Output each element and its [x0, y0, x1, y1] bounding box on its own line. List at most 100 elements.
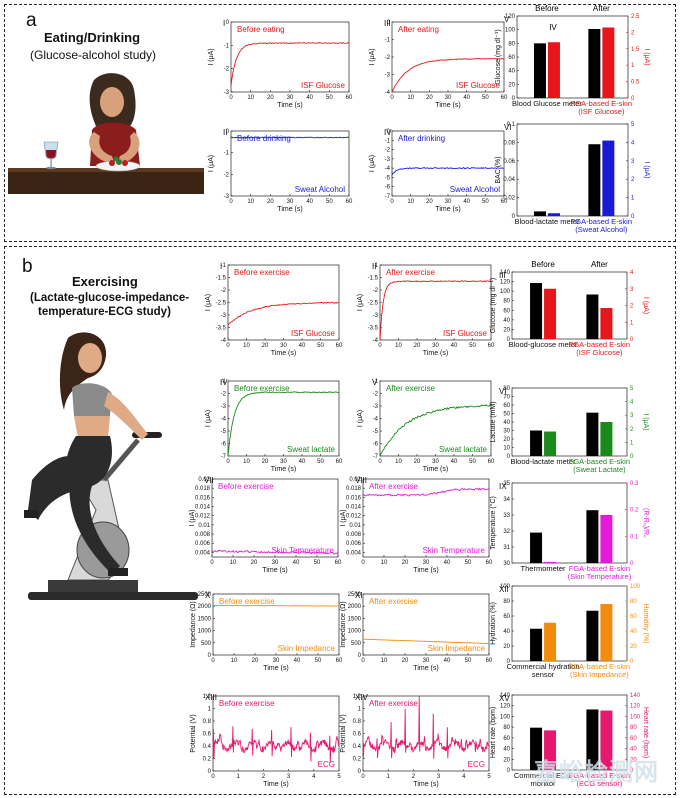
y-tick-label: -3	[224, 194, 230, 200]
annotation-label: After drinking	[398, 134, 445, 143]
x-tick-label: 60	[336, 343, 343, 349]
right-tick-label: 0	[630, 561, 634, 567]
y-tick-label: 0	[358, 653, 362, 659]
y-tick-label: -2	[373, 392, 379, 398]
y-tick-label: 1.2	[353, 694, 362, 700]
left-tick-label: 30	[503, 561, 510, 567]
left-tick-label: 40	[503, 420, 510, 426]
panel-b-subtitle-line2: temperature-ECG study)	[38, 306, 171, 318]
annotation-label: After exercise	[369, 482, 418, 491]
right-tick-label: 40	[630, 747, 637, 753]
x-tick-label: 20	[262, 459, 269, 465]
category-label: FGA-based E-skin	[571, 99, 632, 108]
series-label: Skin Impedance	[278, 644, 336, 653]
x-tick-label: 0	[361, 658, 365, 664]
y-tick-label: -1	[221, 263, 227, 269]
left-tick-label: 0.1	[507, 122, 516, 128]
x-tick-label: 0	[361, 774, 365, 780]
annotation-label: Before exercise	[219, 597, 275, 606]
annotation-label: Before exercise	[234, 384, 290, 393]
y-tick-label: -2	[385, 55, 391, 61]
series-line	[211, 549, 339, 555]
x-tick-label: 30	[287, 199, 294, 205]
y-axis-label: Impedance (Ω)	[340, 601, 347, 647]
x-tick-label: 0	[378, 343, 382, 349]
right-tick-label: 0	[631, 214, 635, 220]
right-axis-label: Humidity (%)	[642, 603, 649, 643]
y-tick-label: -1.5	[368, 276, 379, 282]
group-label-before: Before	[531, 260, 555, 269]
left-tick-label: 40	[503, 747, 510, 753]
panel-b-title: Exercising	[72, 274, 138, 289]
bar-reference	[588, 144, 601, 216]
series-line	[230, 136, 350, 139]
x-tick-label: 50	[482, 95, 489, 101]
x-tick-label: 40	[299, 459, 306, 465]
chart-b-I: 0 10 20 30 40 50 60 -1 -1.5 -2 -2.5 -3 -3.5 -4 Time (s…	[205, 262, 343, 357]
series-label: ECG	[468, 760, 485, 769]
x-axis-label: Time (s)	[413, 665, 438, 672]
x-tick-label: 50	[317, 343, 324, 349]
y-tick-label: -4	[373, 338, 379, 344]
y-tick-label: 0.006	[346, 541, 362, 547]
left-tick-label: 20	[503, 327, 510, 333]
right-tick-label: 120	[630, 704, 641, 710]
left-tick-label: 35	[503, 481, 510, 487]
y-tick-label: -1	[385, 38, 391, 44]
x-tick-label: 50	[317, 459, 324, 465]
x-tick-label: 50	[315, 658, 322, 664]
bar-eskin	[600, 604, 613, 661]
x-tick-label: 3	[437, 774, 441, 780]
annotation-label: After exercise	[386, 268, 435, 277]
x-axis-label: Time (s)	[262, 567, 287, 574]
category-label: Thermometer	[521, 564, 567, 573]
x-tick-label: 30	[432, 459, 439, 465]
group-label-after: After	[591, 260, 608, 269]
plot-frame	[511, 482, 628, 564]
left-tick-label: 20	[503, 644, 510, 650]
category-sublabel: (ISF Glucose)	[578, 107, 625, 116]
x-tick-label: 30	[273, 658, 280, 664]
series-label: Sweat Alcohol	[450, 185, 500, 194]
left-tick-label: 120	[500, 280, 511, 286]
x-tick-label: 30	[445, 95, 452, 101]
bar-reference	[530, 532, 543, 563]
y-tick-label: -4	[385, 90, 391, 96]
bar-reference	[586, 510, 599, 563]
left-tick-label: 80	[508, 41, 515, 47]
y-tick-label: -4	[221, 338, 227, 344]
panel-roman-numeral: III	[499, 271, 506, 280]
x-tick-label: 0	[210, 560, 214, 566]
y-tick-label: 0.01	[198, 523, 210, 529]
right-tick-label: 100	[630, 584, 641, 590]
chart-a-VI: 0 0.02 0.04 0.06 0.08 0.1 0 1 2 3 4 5 BAC (%) I (μA) B…	[495, 122, 650, 234]
panel-roman-numeral: VIII	[355, 476, 367, 485]
right-tick-label: 20	[630, 644, 637, 650]
y-tick-label: -1	[373, 379, 379, 385]
panel-roman-numeral: XIII	[205, 693, 217, 702]
x-tick-label: 5	[487, 774, 491, 780]
left-tick-label: 70	[503, 395, 510, 401]
left-tick-label: 80	[503, 725, 510, 731]
y-axis-label: Potential (V)	[340, 714, 347, 753]
chart-b-II: 0 10 20 30 40 50 60 -1 -1.5 -2 -2.5 -3 -3.5 -4 Time (s…	[357, 262, 495, 357]
series-label: Skin Temperature	[271, 546, 334, 555]
x-tick-label: 0	[226, 343, 230, 349]
right-tick-label: 0	[631, 96, 635, 102]
y-tick-label: 0	[387, 20, 391, 26]
plot-frame	[516, 123, 629, 217]
chart-a-V: 0 20 40 60 80 100 120 0 0.5 1 1.5 2 2.5 Glucose (mg d…	[495, 4, 650, 116]
y-tick-label: 0.4	[353, 744, 362, 750]
panel-roman-numeral: IX	[499, 482, 507, 491]
panel-b-letter: b	[22, 256, 33, 277]
bar-reference	[530, 628, 543, 661]
y-tick-label: 0	[208, 769, 212, 775]
left-tick-label: 80	[503, 299, 510, 305]
right-tick-label: 80	[630, 725, 637, 731]
x-tick-label: 3	[287, 774, 291, 780]
y-tick-label: 1	[358, 707, 362, 713]
plot-frame	[511, 694, 628, 771]
y-tick-label: 500	[351, 641, 362, 647]
left-tick-label: 60	[508, 55, 515, 61]
